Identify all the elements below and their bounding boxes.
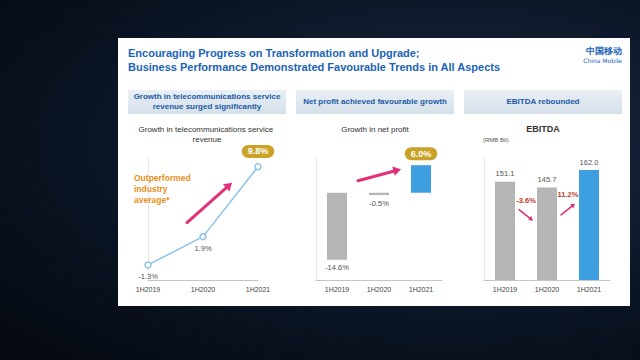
svg-text:6.0%: 6.0% bbox=[411, 149, 432, 159]
html-text:China Mobile: China Mobile bbox=[583, 57, 622, 64]
svg-text:1H2020: 1H2020 bbox=[535, 286, 560, 293]
svg-text:1H2021: 1H2021 bbox=[409, 286, 434, 293]
svg-text:1H2019: 1H2019 bbox=[136, 286, 161, 293]
svg-text:9.8%: 9.8% bbox=[248, 146, 269, 156]
svg-text:1H2019: 1H2019 bbox=[493, 286, 518, 293]
svg-text:1H2021: 1H2021 bbox=[577, 286, 602, 293]
svg-text:151.1: 151.1 bbox=[496, 169, 515, 178]
svg-text:1H2021: 1H2021 bbox=[246, 286, 271, 293]
svg-text:-3.6%: -3.6% bbox=[516, 196, 536, 205]
html-text:Net profit achieved favourable: Net profit achieved favourable growth bbox=[303, 97, 447, 106]
svg-text:1H2019: 1H2019 bbox=[325, 286, 350, 293]
svg-text:EBITDA: EBITDA bbox=[526, 124, 560, 134]
svg-text:Outperformed: Outperformed bbox=[134, 173, 193, 183]
svg-text:1H2020: 1H2020 bbox=[191, 286, 216, 293]
svg-text:11.2%: 11.2% bbox=[558, 190, 579, 199]
svg-text:industry: industry bbox=[134, 184, 170, 194]
html-text:Encouraging Progress on Transf: Encouraging Progress on Transformation a… bbox=[128, 47, 420, 59]
svg-text:1.9%: 1.9% bbox=[194, 244, 211, 253]
svg-text:-1.3%: -1.3% bbox=[138, 272, 158, 281]
html-text:EBITDA rebounded: EBITDA rebounded bbox=[506, 97, 580, 106]
svg-text:average*: average* bbox=[134, 195, 170, 205]
html-text:中国移动: 中国移动 bbox=[586, 46, 622, 56]
html-text:Growth in telecommunications s: Growth in telecommunications service rev… bbox=[133, 92, 281, 111]
svg-text:Growth in telecommunications s: Growth in telecommunications service bbox=[139, 125, 276, 134]
svg-text:1H2020: 1H2020 bbox=[367, 286, 392, 293]
svg-text:Growth in net profit: Growth in net profit bbox=[341, 125, 409, 134]
svg-text:revenue: revenue bbox=[193, 135, 222, 144]
svg-text:(RMB Bil): (RMB Bil) bbox=[483, 137, 509, 143]
svg-text:145.7: 145.7 bbox=[538, 175, 557, 184]
html-text:Business Performance Demonstra: Business Performance Demonstrated Favour… bbox=[128, 61, 501, 73]
svg-text:-14.6%: -14.6% bbox=[325, 263, 349, 272]
svg-text:-0.5%: -0.5% bbox=[369, 199, 389, 208]
svg-text:162.0: 162.0 bbox=[580, 158, 599, 167]
